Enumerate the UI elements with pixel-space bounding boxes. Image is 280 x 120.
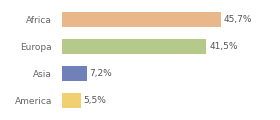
Text: 41,5%: 41,5% [209,42,238,51]
Text: 7,2%: 7,2% [90,69,112,78]
Text: 5,5%: 5,5% [83,96,106,105]
Text: 45,7%: 45,7% [224,15,252,24]
Bar [62,39,206,54]
Bar [62,12,221,27]
Bar [62,93,81,108]
Bar [62,66,87,81]
